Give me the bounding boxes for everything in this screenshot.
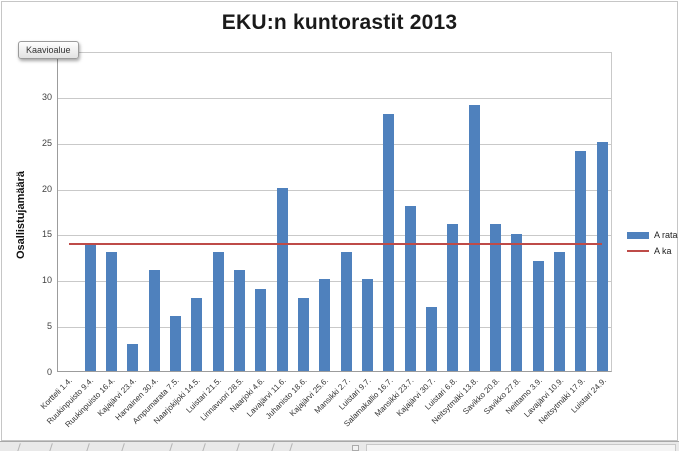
bar-Naarjoki 4.6.[interactable] [255,288,267,371]
gridline [58,97,611,99]
gridline [58,281,611,283]
bar-Kajajärvi 25.6.[interactable] [319,279,331,371]
legend-line-swatch [627,250,649,252]
bar-Lavajärvi 11.6.[interactable] [276,187,288,371]
sheet-tab-divider [201,443,206,451]
sheet-tab-divider [85,443,90,451]
y-axis-tick-label: 25 [41,137,52,148]
sheet-tab-divider [288,443,293,451]
bar-Salamakallio 16.7.[interactable] [383,114,395,371]
bar-Ruukinpuisto 16.4.[interactable] [105,251,117,371]
y-axis-tick-label: 15 [41,229,52,240]
legend-item[interactable]: A rata [627,229,678,241]
y-axis-tick-label: 20 [41,183,52,194]
gridline [58,189,611,191]
sheet-tab-divider [16,443,21,451]
bar-Kajajärvi 23.4.[interactable] [127,343,139,371]
y-axis-tick-label: 10 [41,275,52,286]
legend-label: A rata [654,230,678,240]
sheet-tab-divider [120,443,125,451]
bar-Juhanisto 18.6.[interactable] [297,297,309,371]
bar-Linnavuori 28.5.[interactable] [233,270,245,371]
bar-Luistari 9.7.[interactable] [362,279,374,371]
y-axis-tick-label: 0 [46,367,52,377]
legend-label: A ka [654,246,672,256]
legend-bar-swatch [627,231,649,239]
plot-area[interactable] [57,52,612,372]
gridline [58,143,611,145]
sheet-tab-divider [270,443,275,451]
y-axis-tick-label: 30 [41,91,52,102]
sheet-tab-bar[interactable] [0,441,679,451]
bar-Kajajärvi 30.7.[interactable] [426,306,438,371]
average-line[interactable] [68,242,603,245]
bar-Naarjokijoki 14.5.[interactable] [191,297,203,371]
horizontal-scrollbar[interactable] [366,444,676,451]
bar-Luistari 21.5.[interactable] [212,251,224,371]
bar-Ampumarata 7.5.[interactable] [169,316,181,371]
y-axis-tick-label: 5 [46,321,52,332]
sheet-tab-divider [168,443,173,451]
bar-Harvainen 30.4.[interactable] [148,270,160,371]
chart-area[interactable]: EKU:n kuntorastit 2013 Kaavioalue Osalli… [1,1,678,441]
sheet-tab-divider [235,443,240,451]
bar-Ruukinpuisto 9.4.[interactable] [84,242,96,371]
bar-Neittamo 3.9.[interactable] [532,261,544,371]
chart-title[interactable]: EKU:n kuntorastit 2013 [221,11,458,34]
legend-item[interactable]: A ka [627,245,678,257]
bar-Savikko 27.8.[interactable] [511,233,523,371]
bar-Neitsytmäki 17.9.[interactable] [575,151,587,371]
bar-Savikko 20.8.[interactable] [490,224,502,371]
bar-Mansikki 23.7.[interactable] [404,206,416,371]
bar-Luistari 6.8.[interactable] [447,224,459,371]
gridline [58,327,611,329]
legend[interactable]: A rata A ka [627,229,678,261]
gridline [58,235,611,237]
tab-scroll-box[interactable] [352,445,359,451]
bar-Mansikki 2.7.[interactable] [340,251,352,371]
bar-Lavajärvi 10.9.[interactable] [554,251,566,371]
bar-Luistari 24.9.[interactable] [596,141,608,371]
sheet-tab-divider [48,443,53,451]
chart-area-tooltip: Kaavioalue [18,41,79,59]
bar-Neitsytmäki 13.8.[interactable] [468,105,480,371]
